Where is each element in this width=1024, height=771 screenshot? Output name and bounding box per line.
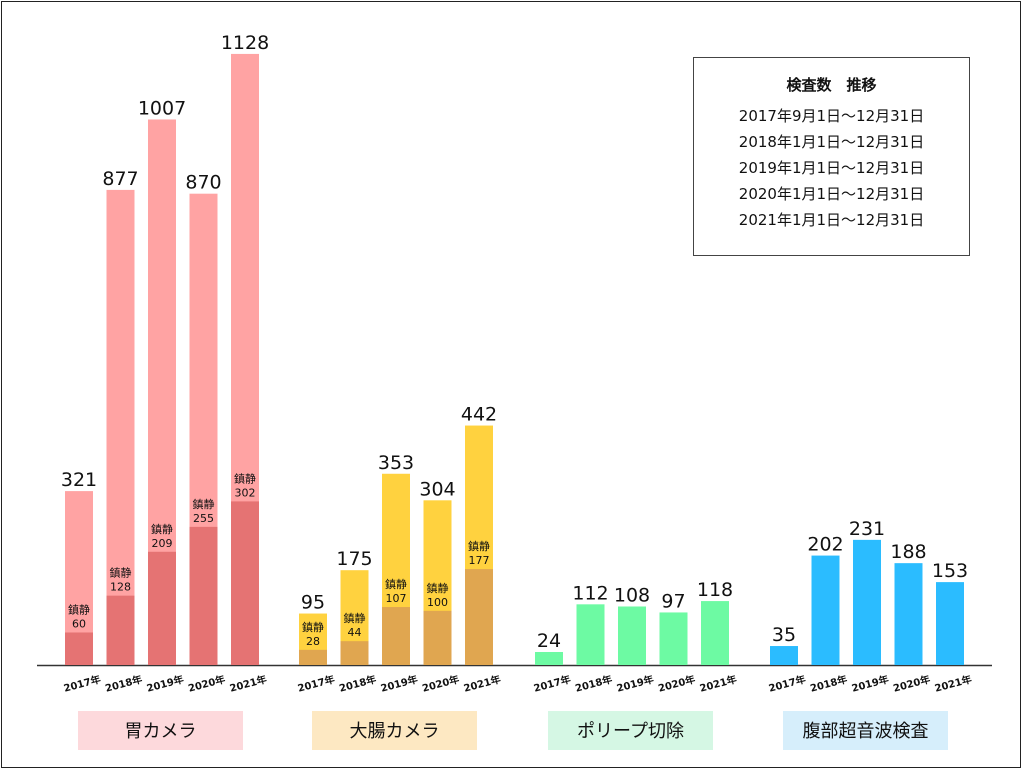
sedation-bar: [106, 595, 135, 665]
sedation-value: 209: [152, 537, 173, 550]
bar: [894, 563, 923, 665]
data-label: 1007: [138, 97, 186, 119]
year-tick-label: 2017年: [532, 672, 572, 694]
sedation-value: 255: [193, 512, 214, 525]
sedation-label: 鎮静: [151, 522, 173, 536]
year-tick-label: 2019年: [379, 672, 419, 694]
data-label: 442: [461, 404, 497, 426]
legend-title: 検査数 推移: [786, 76, 877, 94]
sedation-label: 鎮静: [344, 611, 366, 625]
sedation-bar: [465, 569, 493, 665]
bar: [936, 582, 964, 665]
data-label: 304: [419, 478, 455, 500]
data-label: 1128: [221, 32, 269, 54]
bar: [535, 651, 563, 665]
sedation-label: 鎮静: [427, 581, 449, 595]
data-label: 118: [697, 579, 733, 601]
legend-period: 2020年1月1日～12月31日: [738, 185, 925, 203]
legend-period: 2017年9月1日～12月31日: [738, 107, 925, 125]
category-label-box: [78, 711, 243, 750]
sedation-bar: [423, 610, 452, 665]
year-tick-label: 2018年: [104, 672, 144, 694]
sedation-value: 28: [306, 635, 320, 648]
sedation-bar: [340, 641, 369, 665]
sedation-label: 鎮静: [468, 539, 490, 553]
year-tick-label: 2018年: [809, 672, 849, 694]
data-label: 353: [378, 452, 414, 474]
bar: [853, 539, 881, 665]
sedation-value: 100: [427, 596, 448, 609]
year-tick-label: 2019年: [615, 672, 655, 694]
data-label: 188: [890, 541, 926, 563]
sedation-label: 鎮静: [234, 471, 256, 485]
sedation-bar: [231, 501, 259, 665]
year-tick-label: 2020年: [187, 672, 227, 694]
year-tick-label: 2017年: [296, 672, 336, 694]
data-label: 95: [301, 592, 325, 614]
bar: [770, 646, 798, 665]
data-label: 202: [807, 534, 843, 556]
legend-periods: 2017年9月1日～12月31日 2018年1月1日～12月31日 2019年1…: [694, 103, 969, 233]
bar: [701, 601, 729, 665]
data-label: 24: [537, 630, 561, 652]
sedation-bar: [382, 607, 410, 665]
bar: [576, 604, 605, 665]
sedation-value: 302: [235, 486, 256, 499]
bar: [811, 555, 840, 665]
sedation-bar: [148, 551, 176, 665]
year-tick-label: 2021年: [228, 672, 268, 694]
sedation-label: 鎮静: [110, 566, 132, 580]
year-tick-label: 2018年: [574, 672, 614, 694]
category-label: 大腸カメラ: [350, 721, 440, 742]
category-label: 胃カメラ: [125, 721, 197, 742]
year-tick-label: 2021年: [462, 672, 502, 694]
legend-period: 2021年1月1日～12月31日: [738, 211, 925, 229]
sedation-label: 鎮静: [302, 620, 324, 634]
legend-period: 2018年1月1日～12月31日: [738, 133, 925, 151]
year-tick-label: 2019年: [850, 672, 890, 694]
data-label: 870: [185, 172, 221, 194]
year-tick-label: 2019年: [145, 672, 185, 694]
sedation-label: 鎮静: [193, 497, 215, 511]
year-tick-label: 2017年: [62, 672, 102, 694]
legend-period: 2019年1月1日～12月31日: [738, 159, 925, 177]
year-tick-label: 2021年: [698, 672, 738, 694]
data-label: 97: [661, 590, 685, 612]
data-label: 321: [61, 469, 97, 491]
sedation-bar: [65, 632, 93, 665]
category-label: ポリープ切除: [577, 721, 684, 742]
data-label: 877: [102, 168, 138, 190]
category-label-box: [783, 711, 948, 750]
sedation-bar: [189, 526, 218, 665]
sedation-value: 177: [469, 554, 490, 567]
bar: [659, 612, 688, 665]
legend-box: 検査数 推移 2017年9月1日～12月31日 2018年1月1日～12月31日…: [693, 57, 970, 256]
data-label: 35: [772, 624, 796, 646]
year-tick-label: 2017年: [767, 672, 807, 694]
year-tick-label: 2018年: [338, 672, 378, 694]
data-label: 112: [572, 582, 608, 604]
sedation-value: 44: [348, 626, 362, 639]
sedation-bar: [299, 649, 327, 665]
sedation-value: 128: [110, 581, 131, 594]
sedation-label: 鎮静: [385, 577, 407, 591]
sedation-value: 60: [72, 617, 86, 630]
data-label: 153: [932, 560, 968, 582]
bar: [618, 606, 646, 665]
sedation-label: 鎮静: [68, 602, 90, 616]
sedation-value: 107: [386, 592, 407, 605]
data-label: 231: [849, 518, 885, 540]
category-label-box: [548, 711, 713, 750]
year-tick-label: 2021年: [933, 672, 973, 694]
year-tick-label: 2020年: [657, 672, 697, 694]
year-tick-label: 2020年: [421, 672, 461, 694]
bar: [106, 189, 135, 665]
category-label-box: [312, 711, 477, 750]
data-label: 175: [336, 548, 372, 570]
category-label: 腹部超音波検査: [803, 721, 929, 742]
data-label: 108: [614, 584, 650, 606]
year-tick-label: 2020年: [892, 672, 932, 694]
